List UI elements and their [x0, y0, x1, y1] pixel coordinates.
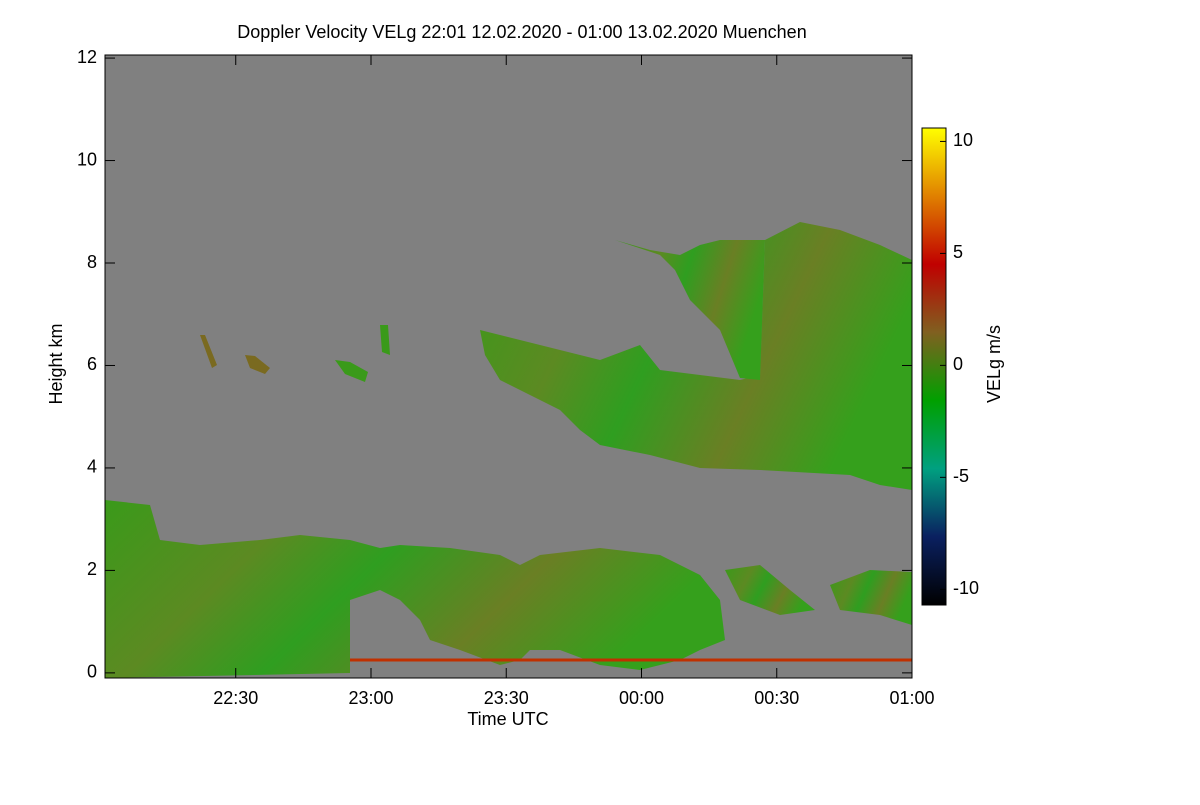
colorbar-tick-label: -10 [953, 578, 979, 598]
echo [105, 500, 725, 678]
colorbar [921, 127, 947, 606]
y-tick-label: 4 [87, 457, 97, 477]
y-tick-label: 8 [87, 252, 97, 272]
x-tick-label: 00:30 [754, 688, 799, 708]
y-axis-label: Height km [46, 323, 66, 404]
x-tick-label: 23:30 [484, 688, 529, 708]
y-tick-label: 0 [87, 662, 97, 682]
echo [725, 565, 815, 615]
y-tick-label: 2 [87, 559, 97, 579]
chart-title: Doppler Velocity VELg 22:01 12.02.2020 -… [237, 22, 806, 42]
echo [480, 222, 912, 490]
y-tick-label: 12 [77, 47, 97, 67]
colorbar-label: VELg m/s [984, 325, 1004, 403]
colorbar-tick-label: -5 [953, 466, 969, 486]
x-tick-label: 01:00 [889, 688, 934, 708]
echo [830, 570, 912, 625]
echo [615, 240, 765, 380]
x-tick-label: 00:00 [619, 688, 664, 708]
echo [335, 360, 368, 382]
colorbar-tick-label: 5 [953, 242, 963, 262]
echo [200, 335, 217, 368]
echo-field [105, 222, 912, 678]
x-tick-label: 22:30 [213, 688, 258, 708]
x-tick-label: 23:00 [348, 688, 393, 708]
echo [245, 355, 270, 374]
colorbar-tick-label: 10 [953, 130, 973, 150]
plot-frame [104, 54, 913, 679]
y-tick-label: 6 [87, 354, 97, 374]
y-tick-label: 10 [77, 149, 97, 169]
x-axis-label: Time UTC [467, 709, 548, 729]
colorbar-tick-label: 0 [953, 354, 963, 374]
echo [380, 325, 390, 355]
